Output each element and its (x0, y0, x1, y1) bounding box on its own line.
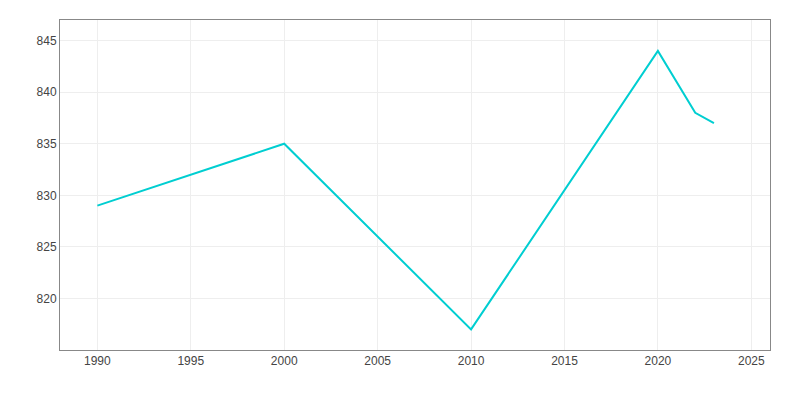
svg-text:835: 835 (37, 137, 57, 151)
svg-text:2000: 2000 (271, 354, 298, 368)
svg-text:2005: 2005 (364, 354, 391, 368)
svg-text:2010: 2010 (458, 354, 485, 368)
svg-text:1995: 1995 (177, 354, 204, 368)
svg-text:2025: 2025 (738, 354, 765, 368)
svg-text:845: 845 (37, 34, 57, 48)
svg-text:2020: 2020 (645, 354, 672, 368)
svg-text:1990: 1990 (84, 354, 111, 368)
svg-text:825: 825 (37, 240, 57, 254)
svg-text:2015: 2015 (551, 354, 578, 368)
svg-text:820: 820 (37, 292, 57, 306)
svg-text:830: 830 (37, 189, 57, 203)
svg-text:840: 840 (37, 85, 57, 99)
